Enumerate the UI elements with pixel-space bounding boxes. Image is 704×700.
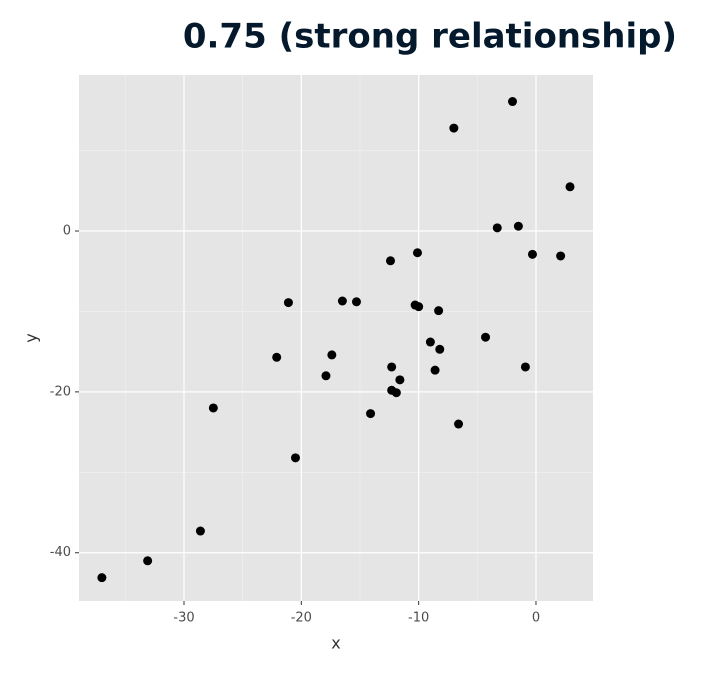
point	[527, 249, 537, 259]
point	[391, 388, 401, 398]
point	[385, 256, 395, 266]
point	[366, 409, 376, 419]
y-axis-title: y	[22, 333, 41, 342]
point	[513, 221, 523, 231]
y-tick-label: -40	[50, 545, 71, 560]
y-tick-label: 0	[63, 224, 71, 239]
y-tick-label: -20	[50, 384, 71, 399]
x-tick-label: -10	[408, 611, 429, 626]
point	[414, 302, 424, 312]
point	[520, 362, 530, 372]
point	[556, 251, 566, 261]
point	[565, 182, 575, 192]
point	[195, 526, 205, 536]
point	[283, 298, 293, 308]
point	[449, 123, 459, 133]
point	[97, 573, 107, 583]
point	[425, 337, 435, 347]
point	[395, 375, 405, 385]
point	[321, 371, 331, 381]
point	[434, 306, 444, 316]
point	[435, 344, 445, 354]
panel	[79, 75, 593, 601]
point	[481, 332, 491, 342]
point	[508, 97, 518, 107]
point	[337, 296, 347, 306]
x-tick-label: -30	[173, 611, 194, 626]
point	[492, 223, 502, 233]
grid	[79, 75, 593, 601]
point	[208, 403, 218, 413]
point	[454, 419, 464, 429]
point	[327, 350, 337, 360]
chart-title: 0.75 (strong relationship)	[183, 17, 677, 57]
point	[430, 365, 440, 375]
x-axis-title: x	[331, 634, 340, 653]
point	[351, 297, 361, 307]
point	[272, 352, 282, 362]
x-tick-label: -20	[291, 611, 312, 626]
point	[290, 453, 300, 463]
x-tick-label: 0	[532, 611, 540, 626]
point	[412, 248, 422, 258]
point	[143, 556, 153, 566]
point	[387, 362, 397, 372]
